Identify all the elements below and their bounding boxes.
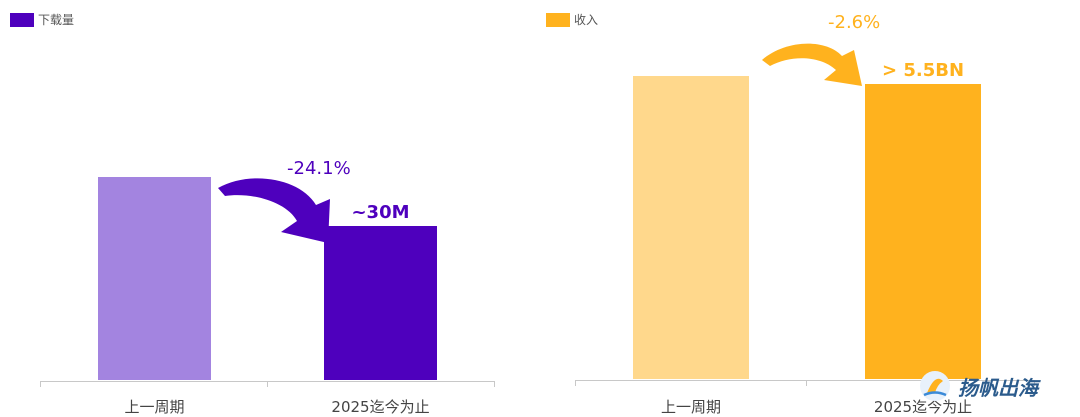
legend-label: 收入 xyxy=(574,13,599,27)
legend-label: 下载量 xyxy=(38,13,75,27)
curved-arrow-icon xyxy=(762,43,862,86)
x-axis-tick xyxy=(1034,380,1035,386)
legend-swatch xyxy=(10,12,34,27)
bar-previous-period xyxy=(633,76,749,379)
curved-arrow-icon xyxy=(218,178,330,243)
legend-swatch xyxy=(546,12,570,27)
bar-2025-ytd xyxy=(865,84,981,379)
change-label: -24.1% xyxy=(287,158,351,179)
x-axis-tick xyxy=(494,381,495,387)
bar-2025-ytd xyxy=(324,225,437,380)
revenue-chart: 收入 上一周期 2025迄今为止 > 5.5BN -2.6% xyxy=(540,0,1080,417)
x-tick-label: 2025迄今为止 xyxy=(873,398,973,416)
x-axis-baseline xyxy=(575,380,1035,381)
x-axis-tick xyxy=(40,381,41,387)
change-label: -2.6% xyxy=(828,12,881,33)
watermark-text: 扬帆出海 xyxy=(958,375,1038,400)
data-label: > 5.5BN xyxy=(881,60,965,82)
x-tick-label: 上一周期 xyxy=(660,398,721,416)
x-axis-tick xyxy=(575,380,576,386)
downloads-chart: 下载量 上一周期 2025迄今为止 ~30M -24.1% xyxy=(10,11,495,416)
watermark: 扬帆出海 xyxy=(918,366,1068,406)
x-axis-tick xyxy=(267,381,268,387)
data-label: ~30M xyxy=(351,201,410,223)
legend-downloads: 下载量 xyxy=(10,11,74,28)
sail-logo-icon xyxy=(920,371,950,401)
x-axis-tick xyxy=(806,380,807,386)
x-tick-label: 2025迄今为止 xyxy=(331,398,430,416)
x-tick-label: 上一周期 xyxy=(124,398,185,416)
bar-previous-period xyxy=(98,176,211,380)
legend-revenue: 收入 xyxy=(546,11,598,28)
